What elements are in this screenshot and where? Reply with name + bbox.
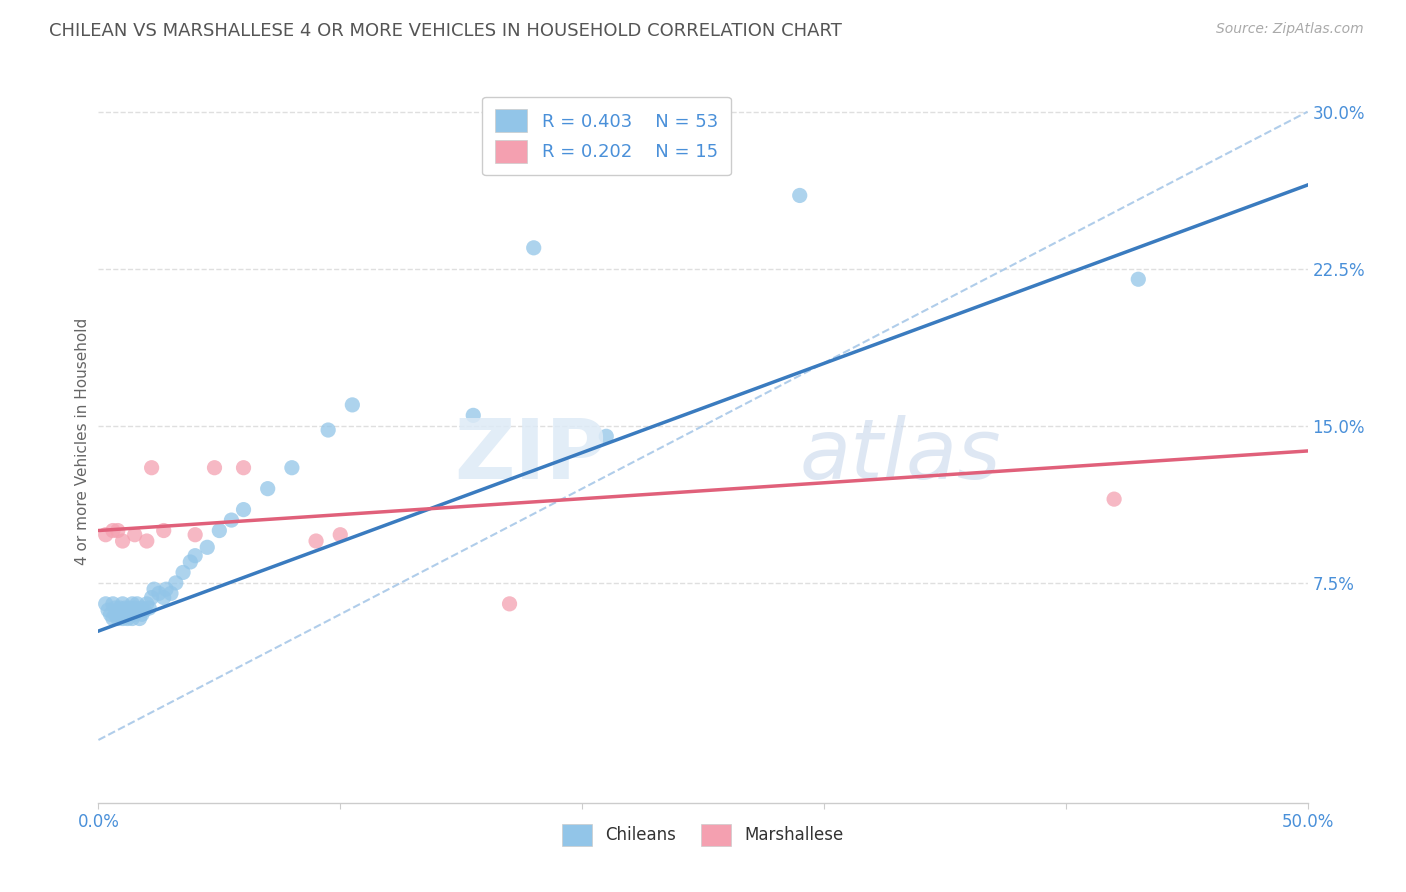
Point [1128, 272, 1150, 286]
Point [232, 460, 254, 475]
Point [148, 586, 170, 600]
Point [108, 601, 131, 615]
Point [152, 524, 174, 538]
Point [184, 527, 207, 541]
Point [117, 611, 139, 625]
Point [124, 607, 146, 622]
Point [124, 527, 146, 541]
Point [114, 607, 136, 622]
Point [135, 597, 157, 611]
Point [114, 601, 136, 615]
Point [342, 398, 364, 412]
Point [128, 611, 150, 625]
Point [118, 607, 141, 622]
Text: CHILEAN VS MARSHALLESE 4 OR MORE VEHICLES IN HOUSEHOLD CORRELATION CHART: CHILEAN VS MARSHALLESE 4 OR MORE VEHICLE… [49, 22, 842, 40]
Point [111, 611, 134, 625]
Point [131, 601, 153, 615]
Point [155, 582, 177, 597]
Point [523, 241, 546, 255]
Point [179, 555, 201, 569]
Point [100, 607, 122, 622]
Point [101, 597, 124, 611]
Point [152, 591, 174, 605]
Point [195, 541, 218, 555]
Point [172, 566, 194, 580]
Point [498, 597, 520, 611]
Point [94, 597, 117, 611]
Point [789, 188, 811, 202]
Point [108, 607, 131, 622]
Point [165, 575, 187, 590]
Point [107, 611, 129, 625]
Point [127, 603, 149, 617]
Text: Source: ZipAtlas.com: Source: ZipAtlas.com [1216, 22, 1364, 37]
Point [1102, 492, 1125, 507]
Point [281, 460, 304, 475]
Point [256, 482, 278, 496]
Point [463, 409, 485, 423]
Point [208, 524, 231, 538]
Legend: Chileans, Marshallese: Chileans, Marshallese [555, 818, 851, 852]
Point [329, 527, 352, 541]
Point [316, 423, 339, 437]
Point [111, 534, 134, 549]
Point [595, 429, 617, 443]
Point [232, 502, 254, 516]
Point [121, 597, 143, 611]
Point [97, 603, 120, 617]
Point [124, 601, 146, 615]
Point [184, 549, 207, 563]
Point [141, 591, 163, 605]
Point [141, 460, 163, 475]
Point [121, 611, 143, 625]
Point [127, 597, 149, 611]
Text: ZIP: ZIP [454, 416, 606, 497]
Point [107, 524, 129, 538]
Point [160, 586, 183, 600]
Point [107, 603, 129, 617]
Point [138, 601, 160, 615]
Point [117, 603, 139, 617]
Point [111, 603, 134, 617]
Point [221, 513, 243, 527]
Point [111, 597, 134, 611]
Point [204, 460, 226, 475]
Point [101, 524, 124, 538]
Point [104, 607, 127, 622]
Point [305, 534, 328, 549]
Point [104, 601, 127, 615]
Point [143, 582, 166, 597]
Text: atlas: atlas [800, 416, 1001, 497]
Point [118, 601, 141, 615]
Point [135, 534, 157, 549]
Point [134, 603, 156, 617]
Point [94, 527, 117, 541]
Y-axis label: 4 or more Vehicles in Household: 4 or more Vehicles in Household [75, 318, 90, 566]
Point [131, 607, 153, 622]
Point [101, 611, 124, 625]
